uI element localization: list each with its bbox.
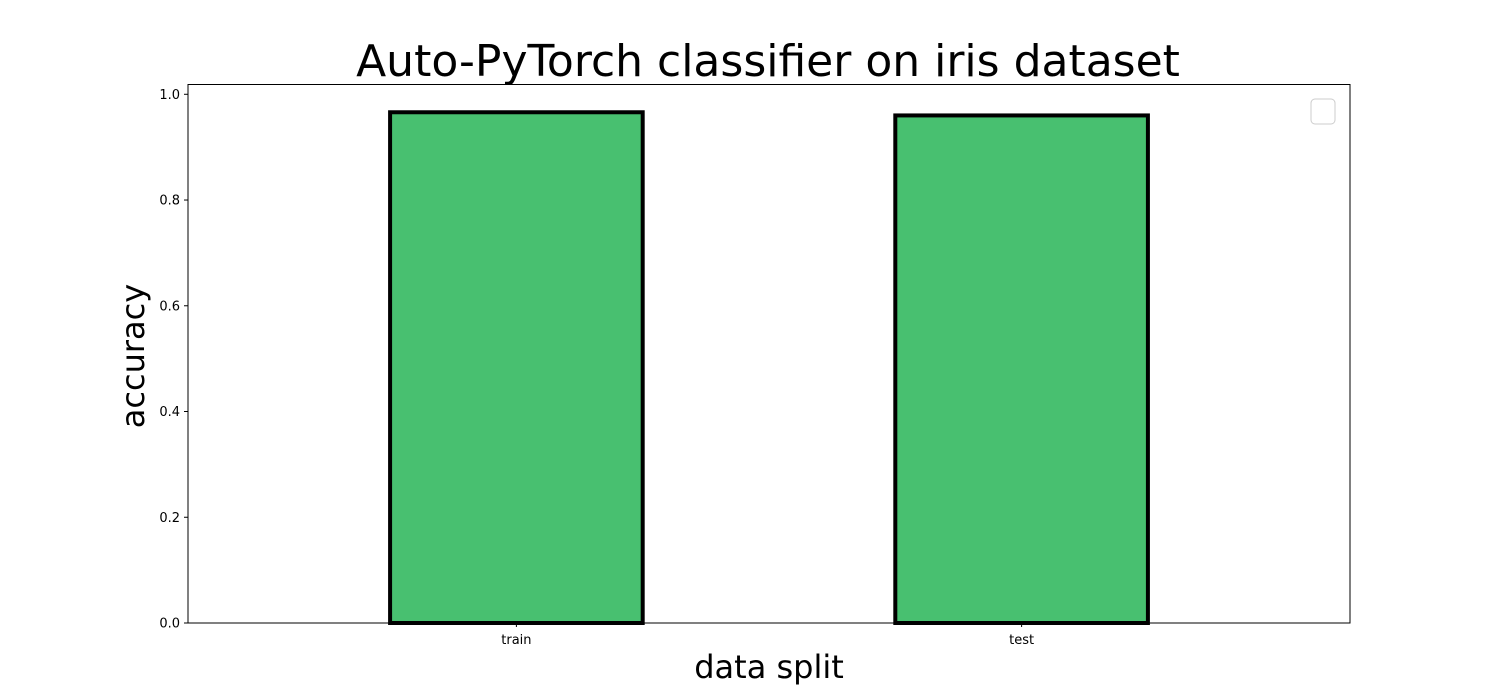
- bar-test: [893, 113, 1150, 625]
- y-tick-label: 1.0: [159, 88, 180, 103]
- plot-frame: [187, 84, 1351, 624]
- x-tick-label: test: [1009, 633, 1034, 648]
- legend-box: [1310, 98, 1336, 125]
- x-tick-label: train: [501, 633, 531, 648]
- x-axis-ticks: train test: [501, 623, 1034, 648]
- x-axis-label: data split: [694, 648, 844, 686]
- bar-train: [388, 110, 645, 626]
- y-tick-label: 0.0: [159, 617, 180, 632]
- bars-layer: [388, 110, 1150, 626]
- y-axis-ticks: 0.0 0.2 0.4 0.6 0.8 1.0: [159, 88, 188, 632]
- y-tick-label: 0.8: [159, 194, 180, 209]
- y-tick-label: 0.2: [159, 511, 180, 526]
- y-tick-label: 0.6: [159, 299, 180, 314]
- y-axis-label: accuracy: [114, 284, 152, 428]
- y-tick-label: 0.4: [159, 405, 180, 420]
- chart-title: Auto-PyTorch classifier on iris dataset: [356, 36, 1180, 87]
